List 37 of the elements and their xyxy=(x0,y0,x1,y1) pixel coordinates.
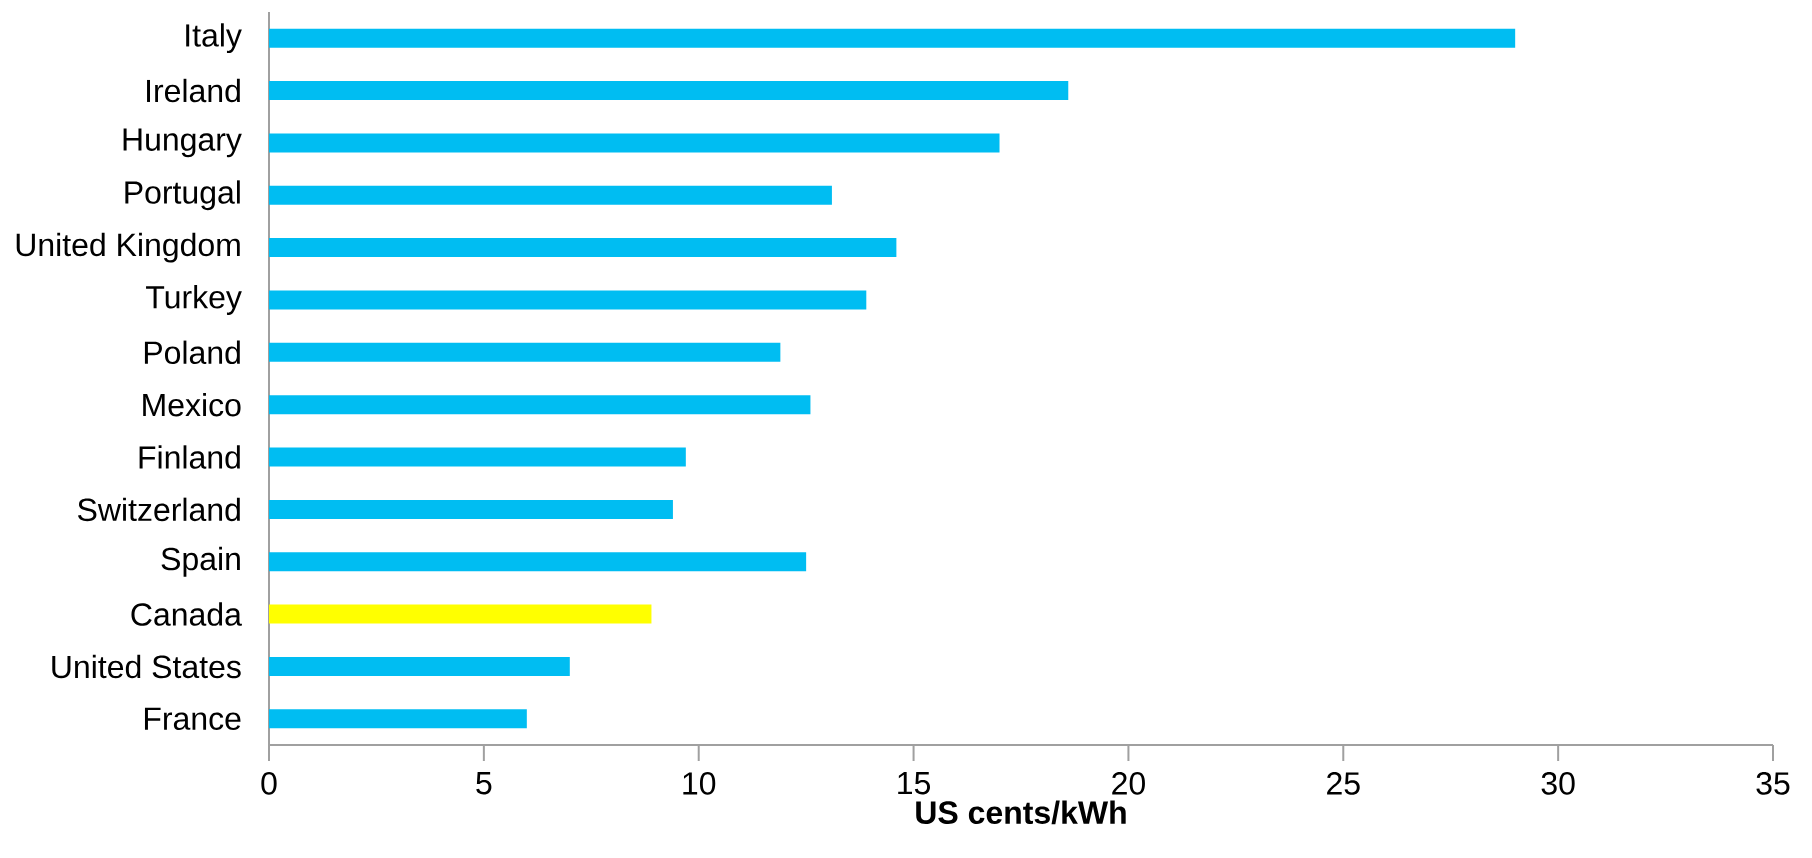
x-tick-label: 25 xyxy=(1327,772,1360,795)
x-tick-label: 15 xyxy=(898,772,930,795)
y-tick-label: United Kingdom xyxy=(16,232,240,263)
x-tick-label: 0 xyxy=(261,772,277,795)
y-tick-label: Finland xyxy=(139,445,240,469)
y-tick-label: Turkey xyxy=(146,285,242,315)
y-tick-label: Portugal xyxy=(125,180,240,211)
bar xyxy=(269,133,1000,153)
x-tick-label: 10 xyxy=(683,772,716,795)
bar xyxy=(269,709,527,729)
x-axis-title: US cents/kWh xyxy=(916,800,1126,825)
bar xyxy=(269,342,781,362)
y-tick-label: Spain xyxy=(161,546,240,577)
y-tick-label: Ireland xyxy=(147,78,240,103)
bar xyxy=(269,185,832,205)
bar xyxy=(269,290,867,310)
x-tick-label: 5 xyxy=(476,772,492,795)
bar xyxy=(269,395,811,415)
y-tick-label: Mexico xyxy=(143,392,241,417)
x-tick-label: 30 xyxy=(1541,772,1575,795)
y-tick-label: Switzerland xyxy=(77,497,240,522)
x-tick-label: 35 xyxy=(1756,772,1790,795)
y-tick-label: Hungary xyxy=(123,128,242,158)
y-tick-label: France xyxy=(144,707,241,730)
y-tick-label: Poland xyxy=(144,340,240,365)
bar xyxy=(269,238,897,258)
bar xyxy=(269,656,570,676)
bar xyxy=(269,552,807,572)
x-tick-label: 20 xyxy=(1112,772,1145,795)
bar xyxy=(269,81,1069,101)
y-tick-label: Canada xyxy=(131,602,242,626)
bar xyxy=(269,604,652,624)
bar xyxy=(269,499,673,519)
y-tick-label: United States xyxy=(52,654,241,679)
y-tick-label: Italy xyxy=(186,23,242,54)
bar xyxy=(269,447,686,467)
bar xyxy=(269,28,1516,48)
